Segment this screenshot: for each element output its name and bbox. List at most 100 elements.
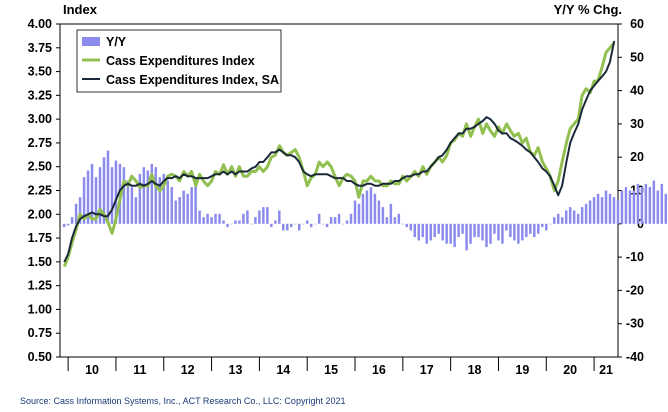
right-tick-label: 30 bbox=[630, 117, 644, 131]
yoy-bar bbox=[357, 203, 361, 224]
left-tick-label: 4.00 bbox=[28, 17, 52, 31]
left-tick-label: 2.50 bbox=[28, 160, 52, 174]
yoy-bar bbox=[580, 207, 584, 224]
yoy-bar bbox=[377, 200, 381, 224]
yoy-bar bbox=[114, 160, 118, 224]
yoy-bar bbox=[309, 223, 313, 228]
yoy-bar bbox=[413, 223, 417, 238]
left-tick-label: 3.25 bbox=[28, 88, 52, 102]
x-year-label: 14 bbox=[276, 363, 290, 377]
yoy-bar bbox=[102, 157, 106, 224]
yoy-bar bbox=[644, 183, 648, 224]
right-tick-label: -30 bbox=[626, 317, 644, 331]
yoy-bar bbox=[325, 223, 329, 228]
yoy-bar bbox=[505, 223, 508, 231]
yoy-bar bbox=[305, 220, 309, 224]
yoy-bar bbox=[385, 217, 389, 224]
x-year-label: 21 bbox=[599, 363, 613, 377]
yoy-bar bbox=[545, 223, 548, 231]
right-axis: 6050403020100-10-20-30-40 bbox=[618, 17, 644, 364]
left-tick-label: 2.00 bbox=[28, 207, 52, 221]
yoy-bar bbox=[222, 220, 225, 224]
yoy-bar bbox=[333, 217, 337, 224]
yoy-bar bbox=[656, 190, 660, 224]
yoy-bar bbox=[70, 217, 74, 224]
yoy-bar bbox=[166, 180, 169, 224]
right-tick-label: 40 bbox=[630, 84, 644, 98]
yoy-bar bbox=[150, 163, 154, 224]
yoy-bar bbox=[608, 193, 612, 224]
yoy-bar bbox=[110, 167, 114, 224]
right-tick-label: -20 bbox=[626, 283, 644, 297]
yoy-bar bbox=[329, 217, 333, 224]
yoy-bar bbox=[238, 220, 241, 224]
yoy-bar bbox=[489, 223, 492, 244]
right-tick-label: 0 bbox=[637, 217, 644, 231]
yoy-bar bbox=[425, 223, 428, 244]
yoy-bar bbox=[648, 187, 652, 224]
yoy-bar bbox=[345, 220, 349, 224]
yoy-bar bbox=[485, 223, 488, 248]
yoy-bar bbox=[433, 223, 436, 238]
yoy-bar bbox=[158, 177, 162, 224]
yoy-bar bbox=[445, 223, 448, 244]
yoy-bar bbox=[588, 200, 592, 224]
yoy-bar bbox=[461, 223, 464, 234]
yoy-bar bbox=[521, 223, 524, 241]
yoy-bar bbox=[246, 210, 249, 224]
yoy-bar bbox=[242, 213, 245, 224]
yoy-bar bbox=[301, 223, 305, 225]
yoy-bar bbox=[86, 170, 90, 224]
yoy-bar bbox=[473, 223, 476, 238]
x-year-label: 13 bbox=[229, 363, 243, 377]
yoy-bar bbox=[537, 223, 540, 234]
yoy-bar bbox=[66, 223, 70, 226]
yoy-bar bbox=[437, 223, 440, 234]
right-tick-label: -40 bbox=[626, 350, 644, 364]
index-lines bbox=[62, 40, 616, 268]
yoy-bar bbox=[186, 193, 189, 224]
yoy-bar bbox=[297, 223, 301, 231]
yoy-bar bbox=[421, 223, 424, 238]
yoy-bar bbox=[270, 223, 273, 228]
left-tick-label: 3.00 bbox=[28, 112, 52, 126]
yoy-bar bbox=[533, 223, 536, 238]
yoy-bar bbox=[122, 167, 126, 224]
yoy-bar bbox=[664, 193, 668, 224]
yoy-bar bbox=[138, 173, 142, 224]
yoy-bar bbox=[361, 193, 365, 224]
yoy-bar bbox=[62, 223, 66, 228]
left-tick-label: 2.25 bbox=[28, 184, 52, 198]
yoy-bar bbox=[190, 187, 193, 224]
yoy-bar bbox=[230, 223, 233, 225]
yoy-bar bbox=[453, 223, 456, 248]
yoy-bar bbox=[481, 223, 484, 241]
x-year-label: 19 bbox=[515, 363, 529, 377]
yoy-bar bbox=[604, 190, 608, 224]
yoy-bar bbox=[401, 223, 405, 225]
yoy-bar bbox=[560, 217, 564, 224]
yoy-bar bbox=[572, 210, 576, 224]
yoy-bar bbox=[465, 223, 468, 251]
right-axis-title: Y/Y % Chg. bbox=[554, 2, 622, 17]
x-year-label: 20 bbox=[563, 363, 577, 377]
yoy-bar bbox=[568, 207, 572, 224]
legend-swatch-yoy bbox=[82, 37, 100, 46]
yoy-bar bbox=[202, 217, 205, 224]
x-year-label: 11 bbox=[133, 363, 146, 377]
yoy-bar bbox=[286, 223, 289, 231]
left-tick-label: 1.25 bbox=[28, 279, 52, 293]
yoy-bar bbox=[612, 197, 616, 224]
left-tick-label: 0.50 bbox=[28, 350, 52, 364]
yoy-bar bbox=[106, 150, 110, 224]
yoy-bar bbox=[134, 197, 138, 224]
yoy-bar bbox=[154, 167, 158, 224]
yoy-bar bbox=[564, 210, 568, 224]
sa-index-line bbox=[63, 40, 616, 263]
yoy-bar bbox=[278, 210, 281, 224]
yoy-bar bbox=[397, 213, 401, 224]
yoy-bar bbox=[381, 207, 385, 224]
yoy-bars bbox=[62, 150, 668, 251]
yoy-bar bbox=[353, 200, 357, 224]
x-year-label: 15 bbox=[324, 363, 338, 377]
